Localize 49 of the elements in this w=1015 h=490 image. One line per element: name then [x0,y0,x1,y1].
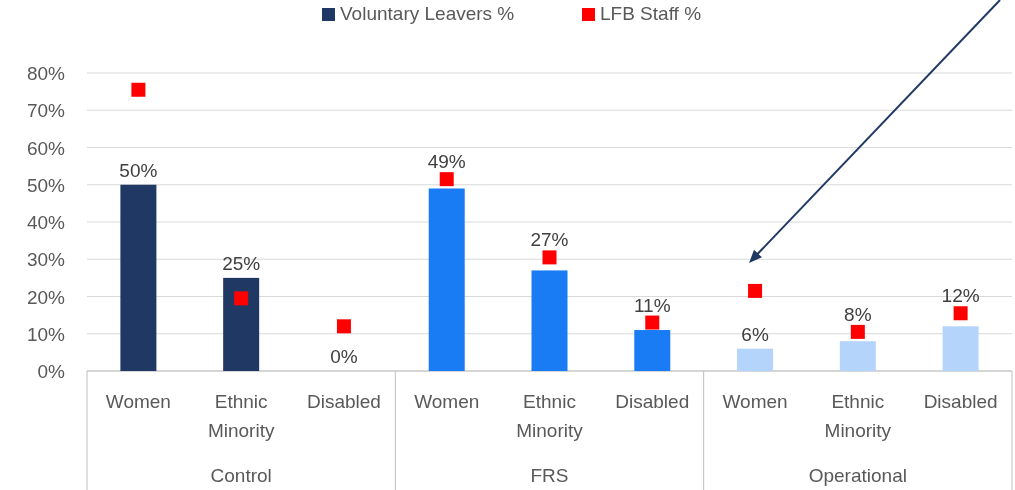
x-tick-label: Women [105,391,171,412]
x-tick-label: Ethnic Minority [516,391,584,441]
x-tick-label: Disabled [923,391,998,412]
bar [120,184,157,371]
legend-label: Voluntary Leavers % [340,3,515,24]
data-label: 27% [530,229,569,251]
point [131,82,146,97]
bar [737,348,774,371]
x-tick-label: Women [414,391,480,412]
text: FRS [530,465,569,486]
y-tick-label: 20% [26,286,66,308]
y-tick-label: 10% [26,323,66,345]
data-label: 25% [222,252,261,274]
legend-label: LFB Staff % [600,3,702,24]
bar [942,326,979,371]
y-tick-label: 60% [26,137,66,159]
x-tick-label: Disabled [306,391,381,412]
point [953,306,968,321]
point [234,291,249,306]
point [850,324,865,339]
data-label: 50% [119,159,158,181]
point [336,319,351,334]
y-tick-label: 40% [26,212,66,233]
x-tick-label: Ethnic Minority [207,391,275,441]
point [748,283,763,298]
y-tick-label: 30% [26,249,66,271]
text: Control [210,465,272,486]
text: Operational [808,465,907,486]
bar [531,270,568,371]
bar [428,188,465,371]
point [542,250,557,265]
y-tick-label: 70% [26,100,66,122]
bar [839,341,876,371]
x-tick-label: Disabled [615,391,690,412]
x-tick-label: Ethnic Minority [824,391,892,441]
bar [223,277,260,371]
data-label: 11% [633,294,671,316]
data-label: 0% [330,346,358,367]
y-tick-label: 0% [37,361,66,382]
data-label: 49% [427,151,466,173]
x-tick-label: Women [722,391,788,412]
y-tick-label: 50% [26,174,66,196]
data-label: 8% [844,303,872,325]
point [439,172,454,187]
bar [634,330,671,371]
y-tick-label: 80% [26,63,66,84]
point [645,315,660,330]
data-label: 6% [741,323,769,345]
data-label: 12% [941,285,980,307]
